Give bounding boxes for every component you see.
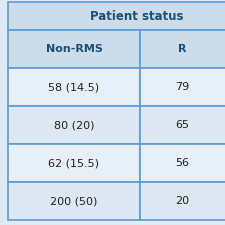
Text: 79: 79 [175, 82, 190, 92]
Text: Non-RMS: Non-RMS [45, 44, 102, 54]
Text: Patient status: Patient status [90, 9, 183, 22]
Bar [140, 30, 225, 68]
Bar [8, 30, 140, 68]
Text: 200 (50): 200 (50) [50, 196, 98, 206]
Bar [8, 182, 140, 220]
Bar [8, 68, 140, 106]
Text: 80 (20): 80 (20) [54, 120, 94, 130]
Bar [140, 106, 225, 144]
Bar [8, 106, 140, 144]
Bar [8, 144, 140, 182]
Text: 62 (15.5): 62 (15.5) [49, 158, 99, 168]
Text: 65: 65 [176, 120, 189, 130]
Text: 56: 56 [176, 158, 189, 168]
Bar [140, 68, 225, 106]
Text: R: R [178, 44, 187, 54]
Bar [8, 2, 225, 30]
Bar [140, 182, 225, 220]
Text: 58 (14.5): 58 (14.5) [48, 82, 99, 92]
Bar [140, 144, 225, 182]
Text: 20: 20 [176, 196, 189, 206]
